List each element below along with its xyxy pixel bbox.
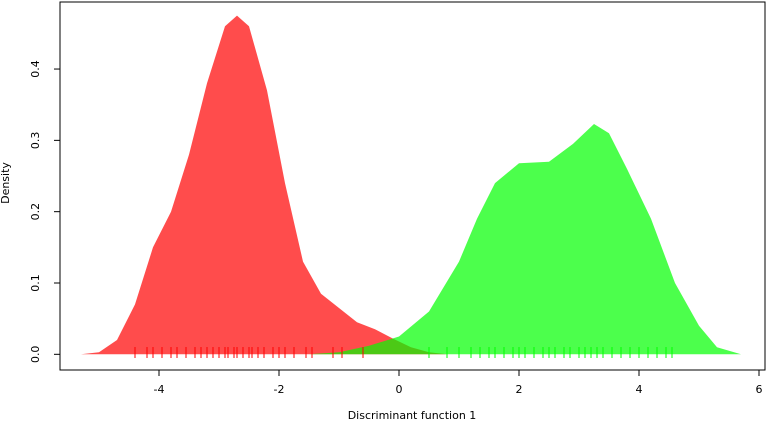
density-area [309,124,741,355]
density-area [81,15,447,355]
y-tick-label: 0.0 [29,346,42,364]
x-tick-label: -2 [274,383,285,396]
y-tick-label: 0.4 [29,60,42,78]
x-tick-label: 6 [756,383,763,396]
x-tick-label: 0 [396,383,403,396]
y-axis-title: Density [0,162,12,204]
y-tick-label: 0.2 [29,203,42,221]
x-tick-label: 2 [516,383,523,396]
x-tick-label: 4 [636,383,643,396]
y-tick-label: 0.1 [29,274,42,292]
x-tick-label: -4 [154,383,165,396]
x-axis-title: Discriminant function 1 [348,409,477,422]
y-tick-label: 0.3 [29,132,42,150]
